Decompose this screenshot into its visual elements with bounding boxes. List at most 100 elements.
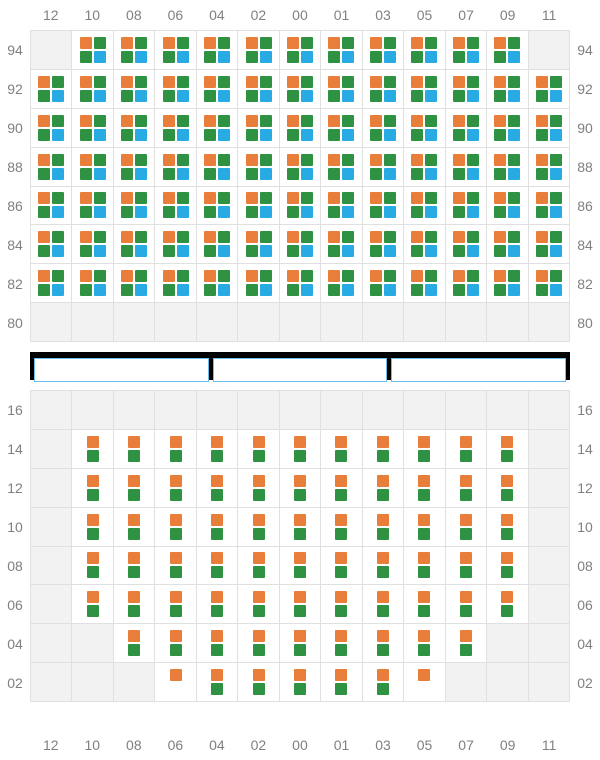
seat-cluster[interactable] — [287, 270, 313, 296]
seat-cluster[interactable] — [418, 591, 430, 617]
seat-cluster[interactable] — [121, 154, 147, 180]
seat[interactable] — [246, 231, 258, 243]
seat[interactable] — [204, 76, 216, 88]
seat[interactable] — [536, 129, 548, 141]
seat[interactable] — [301, 284, 313, 296]
seat[interactable] — [418, 528, 430, 540]
seat[interactable] — [121, 192, 133, 204]
seat[interactable] — [87, 552, 99, 564]
seat-cluster[interactable] — [253, 475, 265, 501]
seat[interactable] — [377, 683, 389, 695]
seat[interactable] — [163, 245, 175, 257]
seat[interactable] — [453, 51, 465, 63]
seat[interactable] — [170, 644, 182, 656]
seat[interactable] — [163, 115, 175, 127]
seat-cluster[interactable] — [377, 552, 389, 578]
seat[interactable] — [80, 90, 92, 102]
seat-cluster[interactable] — [370, 192, 396, 218]
seat[interactable] — [94, 37, 106, 49]
seat-cluster[interactable] — [501, 591, 513, 617]
seat[interactable] — [260, 206, 272, 218]
seat[interactable] — [342, 90, 354, 102]
seat[interactable] — [377, 591, 389, 603]
seat-cluster[interactable] — [163, 76, 189, 102]
seat-cluster[interactable] — [211, 552, 223, 578]
seat[interactable] — [218, 129, 230, 141]
seat-cluster[interactable] — [121, 270, 147, 296]
seat[interactable] — [342, 245, 354, 257]
seat[interactable] — [301, 192, 313, 204]
seat[interactable] — [287, 51, 299, 63]
seat[interactable] — [204, 231, 216, 243]
seat[interactable] — [128, 552, 140, 564]
seat-cluster[interactable] — [411, 231, 437, 257]
seat[interactable] — [80, 284, 92, 296]
seat[interactable] — [335, 591, 347, 603]
seat[interactable] — [204, 129, 216, 141]
seat[interactable] — [335, 528, 347, 540]
seat[interactable] — [121, 231, 133, 243]
seat[interactable] — [128, 436, 140, 448]
seat[interactable] — [287, 206, 299, 218]
seat-cluster[interactable] — [536, 192, 562, 218]
seat[interactable] — [260, 231, 272, 243]
seat[interactable] — [52, 284, 64, 296]
seat[interactable] — [94, 206, 106, 218]
seat[interactable] — [211, 450, 223, 462]
seat[interactable] — [135, 284, 147, 296]
seat[interactable] — [494, 90, 506, 102]
seat[interactable] — [211, 566, 223, 578]
seat[interactable] — [204, 270, 216, 282]
seat[interactable] — [508, 129, 520, 141]
seat-cluster[interactable] — [294, 669, 306, 695]
seat-cluster[interactable] — [163, 270, 189, 296]
seat[interactable] — [377, 475, 389, 487]
seat[interactable] — [135, 168, 147, 180]
seat[interactable] — [287, 90, 299, 102]
seat[interactable] — [204, 37, 216, 49]
seat[interactable] — [211, 630, 223, 642]
seat[interactable] — [38, 90, 50, 102]
seat-cluster[interactable] — [128, 552, 140, 578]
seat-cluster[interactable] — [163, 115, 189, 141]
seat-cluster[interactable] — [128, 514, 140, 540]
seat[interactable] — [246, 192, 258, 204]
seat-cluster[interactable] — [253, 514, 265, 540]
seat[interactable] — [425, 37, 437, 49]
seat[interactable] — [377, 528, 389, 540]
seat[interactable] — [377, 489, 389, 501]
seat[interactable] — [508, 90, 520, 102]
seat[interactable] — [177, 51, 189, 63]
seat-cluster[interactable] — [253, 591, 265, 617]
seat-cluster[interactable] — [501, 475, 513, 501]
seat[interactable] — [121, 270, 133, 282]
seat[interactable] — [287, 231, 299, 243]
seat[interactable] — [418, 475, 430, 487]
seat[interactable] — [94, 129, 106, 141]
seat[interactable] — [418, 489, 430, 501]
seat[interactable] — [218, 284, 230, 296]
seat[interactable] — [384, 90, 396, 102]
seat-cluster[interactable] — [211, 630, 223, 656]
seat[interactable] — [52, 270, 64, 282]
seat[interactable] — [328, 192, 340, 204]
seat[interactable] — [170, 605, 182, 617]
seat[interactable] — [170, 436, 182, 448]
seat-cluster[interactable] — [121, 115, 147, 141]
seat[interactable] — [467, 51, 479, 63]
seat[interactable] — [453, 270, 465, 282]
seat-cluster[interactable] — [377, 669, 389, 695]
seat[interactable] — [411, 284, 423, 296]
seat[interactable] — [121, 245, 133, 257]
seat[interactable] — [94, 192, 106, 204]
seat-cluster[interactable] — [335, 669, 347, 695]
seat[interactable] — [453, 37, 465, 49]
seat[interactable] — [128, 489, 140, 501]
seat[interactable] — [460, 489, 472, 501]
seat[interactable] — [80, 206, 92, 218]
seat[interactable] — [384, 231, 396, 243]
seat[interactable] — [52, 76, 64, 88]
seat[interactable] — [467, 154, 479, 166]
seat[interactable] — [418, 436, 430, 448]
seat-cluster[interactable] — [377, 591, 389, 617]
